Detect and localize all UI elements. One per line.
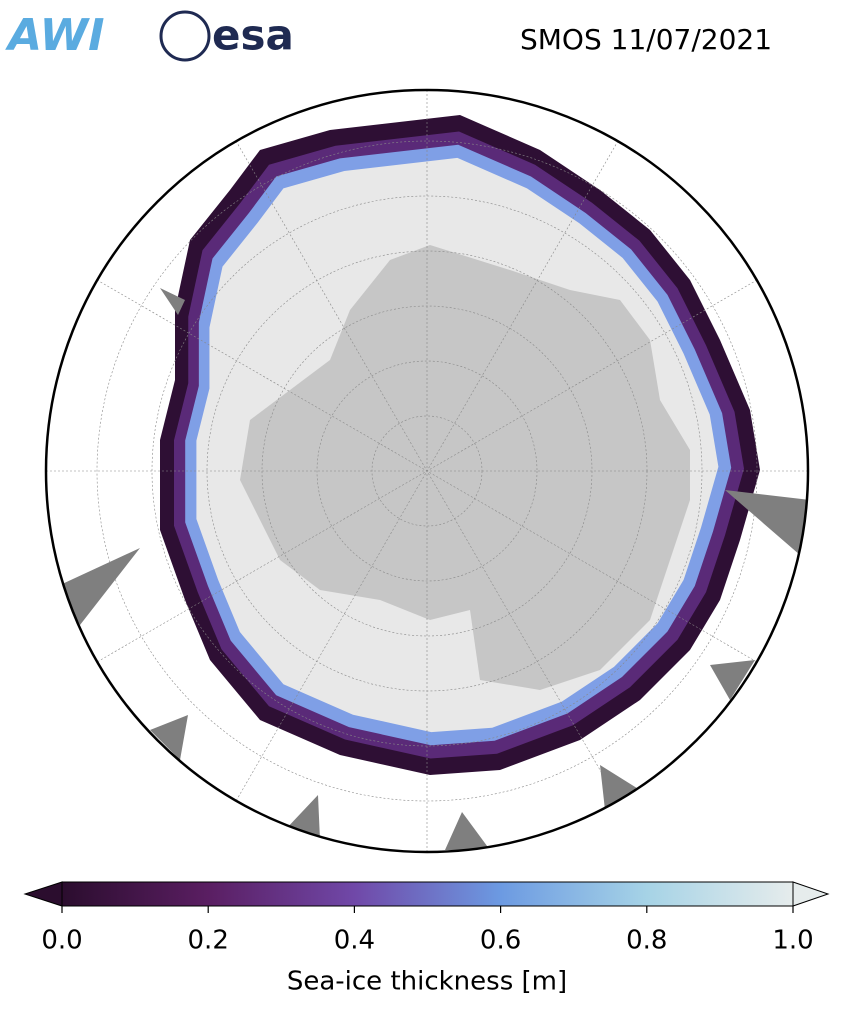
esa-logo: esa bbox=[212, 11, 294, 60]
colorbar-label: Sea-ice thickness [m] bbox=[287, 967, 567, 997]
antarctica bbox=[240, 245, 690, 690]
colorbar-tick-label: 0.8 bbox=[626, 926, 667, 956]
colorbar-tick-label: 0.6 bbox=[480, 926, 521, 956]
colorbar-tick-label: 0.2 bbox=[188, 926, 229, 956]
esa-emblem bbox=[159, 10, 211, 62]
colorbar-extend-low bbox=[23, 881, 63, 907]
colorbar-body bbox=[61, 881, 794, 907]
colorbar-tick-label: 0.4 bbox=[334, 926, 375, 956]
map bbox=[46, 90, 808, 852]
colorbar bbox=[23, 881, 830, 907]
colorbar-tick-label: 0.0 bbox=[41, 926, 82, 956]
colorbar-tick-label: 1.0 bbox=[772, 926, 813, 956]
map-border bbox=[44, 88, 810, 854]
colorbar-extend-high bbox=[792, 881, 830, 907]
graticule bbox=[46, 90, 808, 852]
awi-logo: AWI bbox=[5, 10, 105, 61]
title: SMOS 11/07/2021 bbox=[520, 23, 772, 56]
